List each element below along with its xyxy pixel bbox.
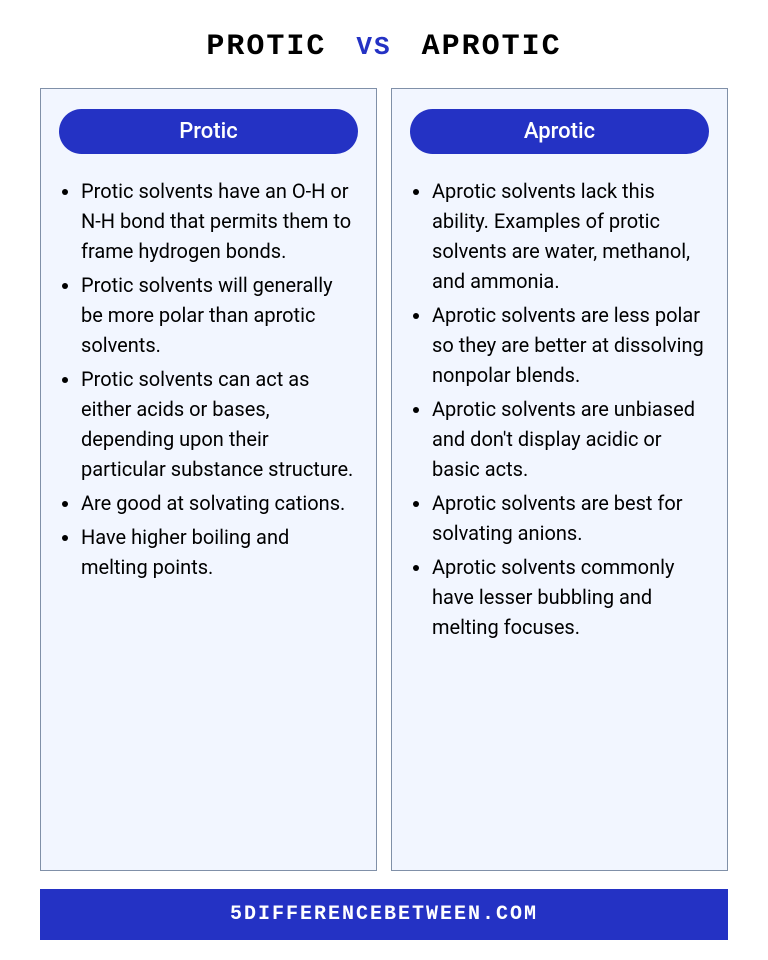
left-column-list: Protic solvents have an O-H or N-H bond … (59, 176, 358, 586)
header-left-term: PROTIC (206, 30, 326, 64)
right-column-list: Aprotic solvents lack this ability. Exam… (410, 176, 709, 646)
comparison-columns: Protic Protic solvents have an O-H or N-… (40, 88, 728, 871)
left-column-title-pill: Protic (59, 109, 358, 154)
list-item: Aprotic solvents are best for solvating … (432, 488, 709, 548)
left-column: Protic Protic solvents have an O-H or N-… (40, 88, 377, 871)
list-item: Are good at solvating cations. (81, 488, 358, 518)
comparison-header: PROTIC VS APROTIC (40, 30, 728, 64)
right-column: Aprotic Aprotic solvents lack this abili… (391, 88, 728, 871)
list-item: Aprotic solvents are unbiased and don't … (432, 394, 709, 484)
list-item: Aprotic solvents are less polar so they … (432, 300, 709, 390)
list-item: Protic solvents have an O-H or N-H bond … (81, 176, 358, 266)
list-item: Protic solvents can act as either acids … (81, 364, 358, 484)
footer-attribution: 5DIFFERENCEBETWEEN.COM (40, 889, 728, 940)
header-right-term: APROTIC (422, 30, 562, 64)
list-item: Protic solvents will generally be more p… (81, 270, 358, 360)
list-item: Have higher boiling and melting points. (81, 522, 358, 582)
list-item: Aprotic solvents commonly have lesser bu… (432, 552, 709, 642)
list-item: Aprotic solvents lack this ability. Exam… (432, 176, 709, 296)
right-column-title-pill: Aprotic (410, 109, 709, 154)
header-vs-label: VS (356, 32, 391, 62)
